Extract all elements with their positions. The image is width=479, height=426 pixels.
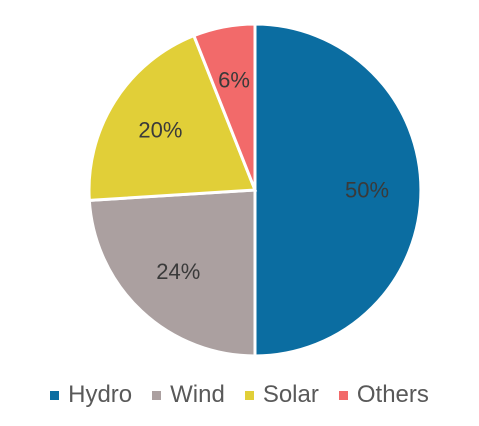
legend-item-solar: Solar <box>244 381 319 409</box>
legend-item-others: Others <box>338 381 429 409</box>
data-label-hydro: 50% <box>345 178 389 203</box>
legend-label-wind: Wind <box>170 381 225 408</box>
legend-label-others: Others <box>356 381 429 408</box>
legend-swatch-wind <box>152 390 162 400</box>
pie-slice-solar <box>87 33 258 203</box>
legend-swatch-solar <box>244 390 254 400</box>
data-label-others: 6% <box>218 68 250 93</box>
legend-label-hydro: Hydro <box>68 381 133 408</box>
legend-item-wind: Wind <box>152 381 225 409</box>
pie-slice-wind <box>87 188 257 358</box>
legend-swatch-hydro <box>50 390 60 400</box>
data-label-solar: 20% <box>138 118 182 143</box>
pie-slice-others <box>191 22 257 191</box>
pie-data-labels: 50% 24% 20% 6% <box>138 68 389 285</box>
legend-label-solar: Solar <box>262 381 319 408</box>
legend-item-hydro: Hydro <box>50 381 132 409</box>
legend-swatch-others <box>338 390 348 400</box>
data-label-wind: 24% <box>156 259 200 284</box>
chart-legend: Hydro Wind Solar Others <box>0 378 479 412</box>
pie-slice-hydro <box>253 22 423 358</box>
pie-slices <box>87 22 423 358</box>
